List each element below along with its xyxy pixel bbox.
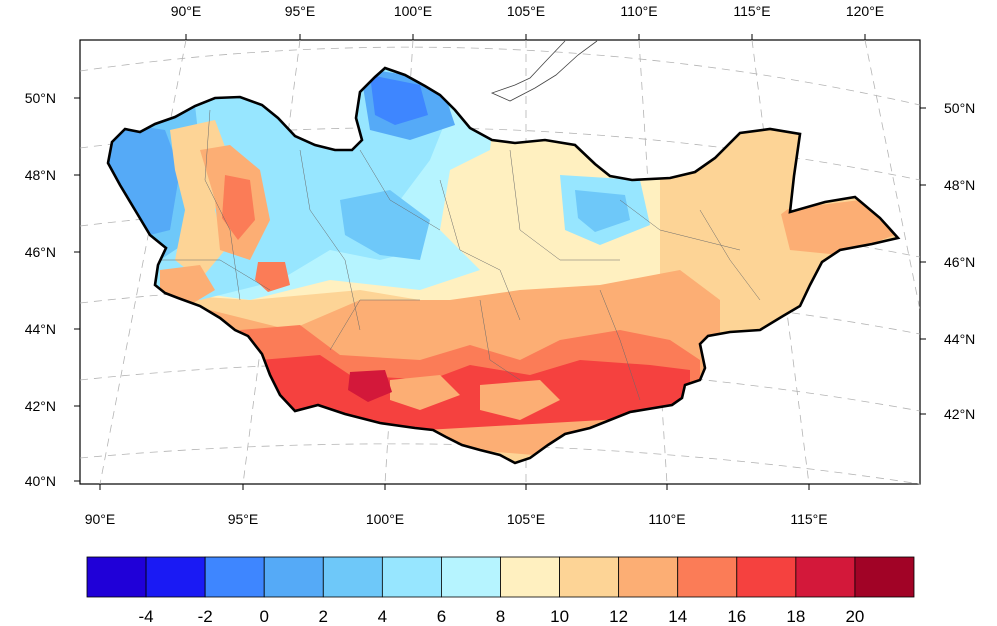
colorbar-box <box>322 556 383 598</box>
colorbar-label: 0 <box>259 607 268 626</box>
bottom-lon-label: 90°E <box>85 511 116 527</box>
colorbar-label: -2 <box>198 607 213 626</box>
top-lon-label: 115°E <box>733 3 770 19</box>
colorbar: -4 -2 0 2 4 6 8 10 12 14 16 18 20 <box>86 556 915 626</box>
colorbar-label: 2 <box>319 607 328 626</box>
top-lon-label: 95°E <box>285 3 316 19</box>
colorbar-label: 16 <box>727 607 746 626</box>
right-lat-label: 50°N <box>944 100 975 116</box>
left-lat-label: 40°N <box>25 473 56 489</box>
tick-marks <box>74 34 926 490</box>
province-boundaries <box>160 109 761 401</box>
left-lat-label: 44°N <box>25 321 56 337</box>
colorbar-label: 8 <box>496 607 505 626</box>
colorbar-box <box>795 556 856 598</box>
colorbar-box <box>381 556 442 598</box>
top-lon-label: 90°E <box>171 3 202 19</box>
bottom-lon-label: 105°E <box>507 511 545 527</box>
colorbar-label: -4 <box>139 607 154 626</box>
right-lat-label: 46°N <box>944 254 975 270</box>
colorbar-box <box>854 556 915 598</box>
right-latitude-labels: 50°N 48°N 46°N 44°N 42°N <box>944 100 975 422</box>
colorbar-label: 4 <box>378 607 387 626</box>
colorbar-box <box>500 556 560 598</box>
colorbar-box <box>263 556 324 598</box>
bottom-lon-label: 95°E <box>228 511 259 527</box>
colorbar-label: 12 <box>609 607 628 626</box>
colorbar-box <box>677 556 738 598</box>
colorbar-label: 14 <box>668 607 687 626</box>
bottom-longitude-labels: 90°E 95°E 100°E 105°E 110°E 115°E <box>85 511 828 527</box>
bottom-lon-label: 110°E <box>648 511 685 527</box>
bottom-lon-label: 115°E <box>790 511 827 527</box>
left-lat-label: 46°N <box>25 244 56 260</box>
colorbar-box <box>736 556 797 598</box>
neighbor-border <box>490 40 598 102</box>
colorbar-label: 18 <box>786 607 805 626</box>
top-longitude-labels: 90°E 95°E 100°E 105°E 110°E 115°E 120°E <box>171 3 884 19</box>
top-lon-label: 110°E <box>620 3 657 19</box>
bottom-lon-label: 100°E <box>366 511 404 527</box>
colorbar-label: 20 <box>845 607 864 626</box>
country-outline <box>106 66 901 465</box>
right-lat-label: 48°N <box>944 177 975 193</box>
top-lon-label: 105°E <box>507 3 545 19</box>
colorbar-box <box>559 556 620 598</box>
left-lat-label: 42°N <box>25 398 56 414</box>
colorbar-box <box>618 556 679 598</box>
colorbar-label: 10 <box>550 607 569 626</box>
left-lat-label: 48°N <box>25 167 56 183</box>
colorbar-label: 6 <box>437 607 446 626</box>
right-lat-label: 44°N <box>944 331 975 347</box>
top-lon-label: 120°E <box>846 3 884 19</box>
colorbar-box <box>86 556 147 598</box>
colorbar-box <box>204 556 265 598</box>
left-lat-label: 50°N <box>25 90 56 106</box>
colorbar-box <box>145 556 206 598</box>
top-lon-label: 100°E <box>394 3 432 19</box>
colorbar-box <box>441 556 501 598</box>
left-latitude-labels: 50°N 48°N 46°N 44°N 42°N 40°N <box>25 90 56 489</box>
right-lat-label: 42°N <box>944 406 975 422</box>
